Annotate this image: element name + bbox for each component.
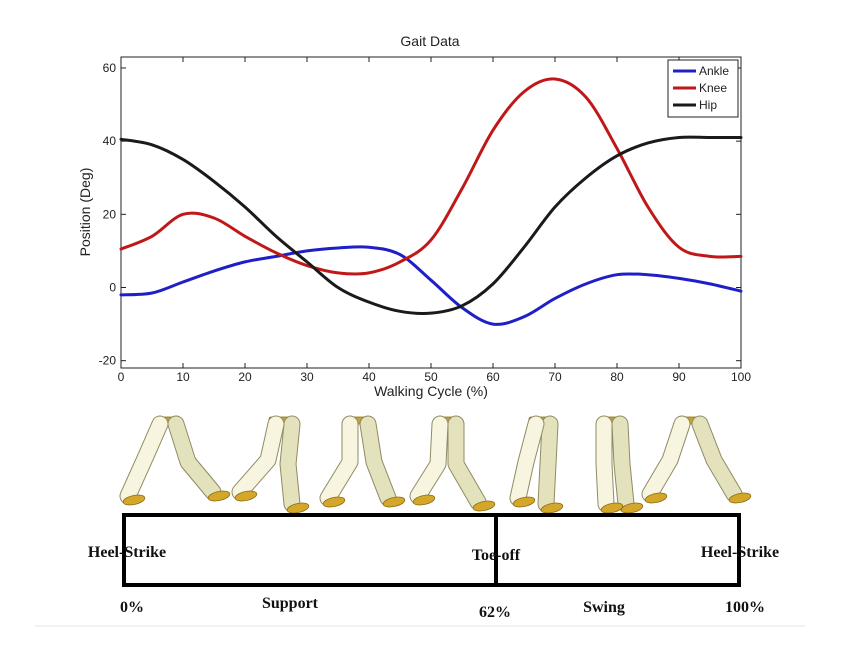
walking-figure [319,415,406,508]
shoe [620,502,644,514]
walking-figure [119,415,231,506]
shoe [600,502,624,514]
swing-phase-label: Swing [583,599,625,616]
y-tick-label: -20 [99,354,117,368]
x-axis-ticks: 0 10 20 30 40 50 60 70 80 90 100 [118,57,751,384]
y-tick-label: 20 [103,207,117,221]
walking-legs-illustration [119,415,752,514]
shoe [540,502,564,514]
x-tick-label: 40 [362,370,376,384]
leg [448,416,486,510]
walking-figure [509,415,564,514]
leg [612,416,634,512]
legend-label-hip: Hip [699,98,717,112]
leg [538,416,558,512]
x-tick-label: 30 [300,370,314,384]
leg [642,416,690,502]
shoe [728,492,752,504]
x-tick-label: 20 [238,370,252,384]
series-line-knee [119,77,743,276]
walking-figure [595,415,644,514]
y-axis-label: Position (Deg) [77,168,93,257]
legend: Ankle Knee Hip [667,59,739,118]
leg [280,416,300,512]
walking-figure [409,415,496,512]
x-axis-label: Walking Cycle (%) [374,383,488,399]
shoe [382,496,406,508]
y-tick-label: 60 [103,61,117,75]
leg [168,416,221,500]
leg [232,416,284,500]
x-tick-label: 60 [486,370,500,384]
shoe [122,494,146,506]
series-line-hip [119,135,743,315]
leg [410,416,448,504]
walking-figure [641,415,752,504]
shoe [207,490,231,502]
shoe [472,500,496,512]
support-phase-label: Support [262,595,319,612]
leg [596,416,614,512]
percent-0-label: 0% [120,599,144,616]
shoe [234,490,258,502]
leg [320,416,358,506]
shoe [512,496,536,508]
leg [360,416,396,506]
leg [120,416,168,504]
leg [510,416,544,506]
shoe [322,496,346,508]
leg [692,416,742,502]
legend-label-ankle: Ankle [699,64,729,78]
percent-100-label: 100% [725,599,765,616]
shoe [412,494,436,506]
chart-title: Gait Data [400,33,459,49]
x-tick-label: 70 [548,370,562,384]
y-tick-label: 40 [103,134,117,148]
series-lines [119,77,743,326]
series-line-ankle [119,245,743,326]
percent-62-label: 62% [479,604,511,621]
walking-figure [231,415,310,514]
plot-area-frame [120,56,742,369]
toe-off-label: Toe-off [472,547,521,564]
x-tick-label: 0 [118,370,125,384]
x-tick-label: 80 [610,370,624,384]
legend-label-knee: Knee [699,81,727,95]
x-tick-label: 90 [672,370,686,384]
shoe [286,502,310,514]
x-tick-label: 10 [176,370,190,384]
x-tick-label: 50 [424,370,438,384]
y-tick-label: 0 [109,281,116,295]
gait-phase-timeline: Heel-Strike Toe-off Heel-Strike 0% Suppo… [88,513,779,621]
shoe [644,492,668,504]
x-tick-label: 100 [731,370,751,384]
heel-strike-start-label: Heel-Strike [88,544,166,561]
heel-strike-end-label: Heel-Strike [701,544,779,561]
y-axis-ticks: -20 0 20 40 60 [99,61,741,368]
